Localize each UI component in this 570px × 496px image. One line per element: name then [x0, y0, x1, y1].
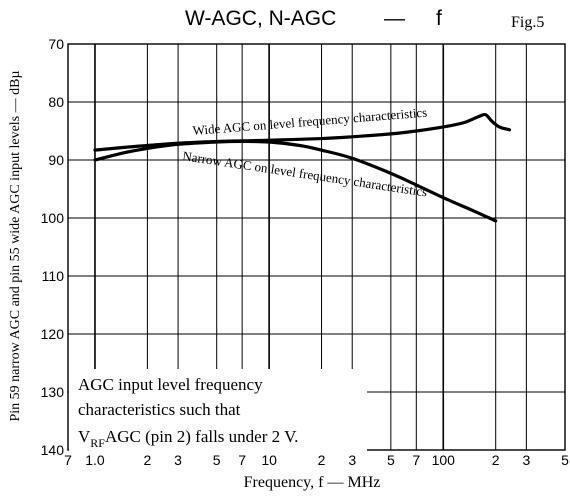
x-tick-label: 2 [318, 452, 326, 468]
annotation-v: V [78, 427, 91, 446]
y-axis-label: Pin 59 narrow AGC and pin 55 wide AGC in… [8, 70, 23, 421]
x-tick-label: 3 [348, 452, 356, 468]
x-tick-label: 10 [261, 452, 277, 468]
y-tick-label: 110 [42, 268, 65, 284]
chart-title-variable: f [436, 7, 442, 30]
x-tick-label: 5 [387, 452, 395, 468]
figure-label: Fig.5 [511, 14, 544, 31]
x-tick-label: 7 [238, 452, 246, 468]
series-layer [93, 112, 512, 223]
annotation-line-2: characteristics such that [78, 400, 241, 419]
x-tick-label: 5 [561, 452, 569, 468]
x-tick-label: 7 [64, 452, 72, 468]
x-tick-label: 7 [412, 452, 420, 468]
x-tick-label: 5 [213, 452, 221, 468]
x-tick-label: 3 [174, 452, 182, 468]
y-tick-label: 130 [41, 384, 65, 400]
annotation-line-3: VRFAGC (pin 2) falls under 2 V. [78, 427, 298, 450]
annotation-box [69, 369, 367, 455]
chart-title-dash: — [384, 7, 405, 30]
annotation-line-1: AGC input level frequency [78, 375, 263, 394]
x-axis-label: Frequency, f — MHz [244, 474, 381, 491]
x-tick-label: 100 [432, 452, 456, 468]
y-tick-label: 80 [48, 94, 64, 110]
y-tick-label: 100 [41, 210, 65, 226]
x-tick-label: 2 [492, 452, 500, 468]
series-line-narrow-agc [93, 139, 498, 223]
x-tick-label: 2 [144, 452, 152, 468]
x-tick-label: 1.0 [85, 452, 105, 468]
chart-title: W-AGC, N-AGC [185, 7, 336, 30]
y-tick-label: 120 [41, 326, 65, 342]
annotation-rest: AGC (pin 2) falls under 2 V. [105, 427, 298, 446]
y-tick-label: 140 [41, 442, 65, 458]
x-tick-label: 3 [522, 452, 530, 468]
y-tick-label: 70 [48, 36, 64, 52]
annotation-subscript: RF [90, 436, 105, 450]
y-tick-label: 90 [48, 152, 64, 168]
